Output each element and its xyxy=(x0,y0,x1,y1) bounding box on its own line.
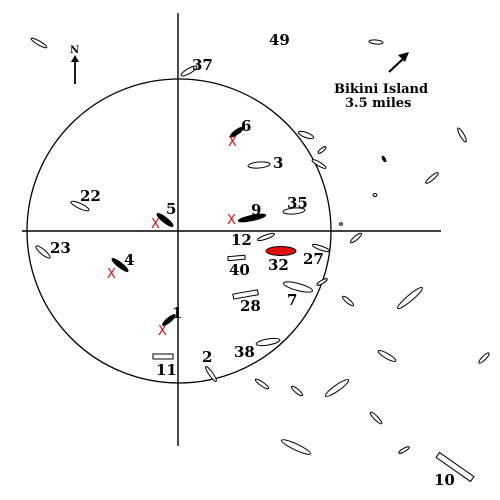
x-marker: X xyxy=(227,213,236,228)
ship-hull xyxy=(227,254,246,262)
ship-label-1: 1 xyxy=(172,304,182,322)
ship-label-9: 9 xyxy=(251,201,261,219)
north-arrow-icon xyxy=(71,55,79,84)
ship-hull xyxy=(368,39,384,45)
bikini-island-label: Bikini Island xyxy=(334,82,428,97)
ship-hull xyxy=(152,353,174,360)
ship-hull xyxy=(398,446,410,454)
ship-hull xyxy=(425,172,439,184)
bikini-island-arrow-icon xyxy=(388,52,409,73)
ship-hull xyxy=(312,243,330,253)
ship-hull-solid xyxy=(237,213,267,223)
ship-hull xyxy=(349,232,363,244)
ship-hull-solid xyxy=(156,213,174,227)
ship-label-32: 32 xyxy=(268,256,289,274)
x-marker: X xyxy=(228,135,237,150)
x-marker: X xyxy=(107,267,116,282)
ship-label-10: 10 xyxy=(434,471,455,489)
ship-hull xyxy=(317,146,327,154)
ship-label-5: 5 xyxy=(166,200,176,218)
ship-label-35: 35 xyxy=(287,194,308,212)
ship-label-49: 49 xyxy=(269,31,290,49)
ship-label-40: 40 xyxy=(229,261,250,279)
ship-label-37: 37 xyxy=(192,56,213,74)
ship-hull-solid xyxy=(381,155,387,163)
ship-label-6: 6 xyxy=(241,117,251,135)
ship-outlines xyxy=(30,37,490,483)
ship-hull xyxy=(280,439,312,455)
ship-hull xyxy=(341,295,355,307)
ship-hull xyxy=(435,451,475,483)
north-label: N xyxy=(70,45,79,56)
ship-label-12: 12 xyxy=(231,231,252,249)
ship-label-3: 3 xyxy=(273,154,283,172)
target-ship xyxy=(265,246,297,256)
ship-hull xyxy=(254,378,270,390)
ship-hull xyxy=(324,379,350,397)
ship-label-4: 4 xyxy=(124,251,134,269)
ship-hull xyxy=(247,161,271,169)
ship-hull xyxy=(70,200,90,212)
ship-number-labels: 49 37 6 3 22 5 9 35 23 12 32 27 4 40 28 … xyxy=(50,31,455,489)
x-marker: X xyxy=(158,324,167,339)
ship-hull xyxy=(257,232,275,242)
ship-label-38: 38 xyxy=(234,343,255,361)
ship-hull xyxy=(290,385,304,397)
ship-label-23: 23 xyxy=(50,239,71,257)
ship-hull xyxy=(205,366,217,382)
sunk-ships xyxy=(111,126,387,326)
ship-hull xyxy=(30,37,48,49)
ship-hull xyxy=(232,289,259,300)
ship-hull xyxy=(369,411,383,425)
ship-label-22: 22 xyxy=(80,187,101,205)
ship-hull xyxy=(372,193,378,197)
ship-hull-solid xyxy=(162,314,176,326)
x-marker: X xyxy=(151,217,160,232)
ship-hull xyxy=(282,207,306,215)
ship-hull xyxy=(311,159,327,169)
ship-label-27: 27 xyxy=(303,250,324,268)
ship-hull-solid xyxy=(111,258,129,272)
ship-hull-solid xyxy=(229,126,245,138)
ship-hull xyxy=(377,350,397,362)
ship-hull xyxy=(397,286,423,310)
ship-label-7: 7 xyxy=(287,291,297,309)
ship-label-2: 2 xyxy=(202,348,212,366)
ship-hull xyxy=(297,130,315,140)
ship-hull xyxy=(457,127,467,143)
ship-hull xyxy=(180,65,198,77)
ship-label-28: 28 xyxy=(240,297,261,315)
ship-hull xyxy=(478,352,490,364)
ship-hull xyxy=(339,222,343,226)
sinking-markers: X X X X X xyxy=(107,135,237,339)
distance-label: 3.5 miles xyxy=(345,96,411,111)
ship-hull xyxy=(282,281,314,293)
ship-hull xyxy=(255,337,281,347)
ship-label-11: 11 xyxy=(156,361,177,379)
ship-hull xyxy=(316,278,328,286)
ship-hull xyxy=(35,245,51,259)
